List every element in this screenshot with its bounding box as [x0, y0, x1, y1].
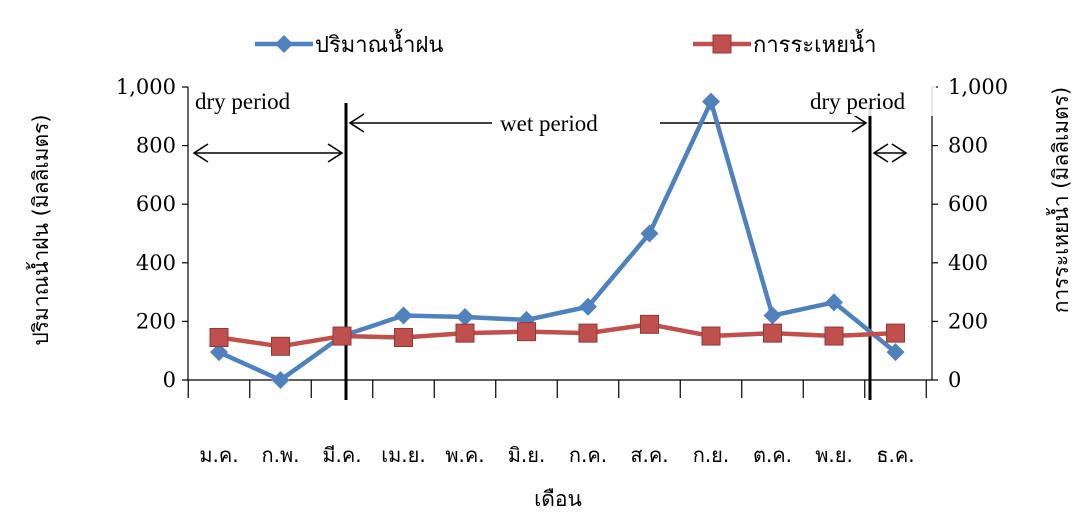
- data-point-evaporation: [209, 328, 229, 348]
- x-tick-label: ธ.ค.: [876, 443, 914, 467]
- x-tick-label: ต.ค.: [753, 443, 792, 467]
- data-point-evaporation: [701, 326, 721, 346]
- y-tick-label-right: 200: [948, 309, 988, 333]
- dry-period-arrow-start-head-left: [192, 143, 209, 163]
- legend-marker-square: [712, 34, 732, 54]
- legend: ปริมาณน้ำฝน การระเหยน้ำ: [255, 29, 876, 58]
- series-layer: [209, 92, 905, 389]
- x-tick-label: มี.ค.: [322, 443, 361, 467]
- x-tick-label: พ.ย.: [815, 443, 853, 467]
- y-tick-label-right: 400: [948, 251, 988, 275]
- y-tick-label-right: 0: [948, 368, 961, 392]
- data-point-evaporation: [824, 326, 844, 346]
- x-tick-label: ก.ย.: [693, 443, 730, 467]
- wet-period-label: wet period: [500, 111, 598, 136]
- x-tick-label: พ.ค.: [445, 443, 484, 467]
- data-point-evaporation: [886, 323, 905, 343]
- y-tick-label-right: 600: [948, 192, 988, 216]
- x-tick-label: มิ.ย.: [508, 443, 546, 467]
- data-point-evaporation: [640, 314, 659, 334]
- y-tick-label-left: 200: [136, 309, 176, 333]
- data-point-evaporation: [517, 322, 536, 342]
- y-tick-label-left: 600: [136, 192, 176, 216]
- x-tick-label: เม.ย.: [381, 443, 425, 467]
- series-2-line: [218, 322, 896, 349]
- data-point-evaporation: [394, 328, 413, 348]
- legend-label: การระเหยน้ำ: [753, 29, 876, 58]
- data-point-rainfall: [825, 293, 843, 312]
- series-2: [209, 314, 905, 356]
- wet-period-arrow-head-left: [348, 113, 365, 133]
- dry-period-arrow-start-head-right: [327, 143, 344, 163]
- data-point-evaporation: [271, 336, 290, 356]
- wet-label-bg: [492, 105, 660, 137]
- data-point-rainfall: [579, 297, 597, 316]
- y-tick-label-right: 800: [948, 134, 988, 158]
- data-point-evaporation: [763, 323, 782, 343]
- data-point-rainfall: [886, 343, 905, 362]
- series-1: [210, 92, 905, 389]
- data-point-evaporation: [455, 323, 475, 343]
- x-tick-label: ก.ค.: [569, 443, 607, 467]
- dry-period-arrow-end-head-right: [891, 143, 908, 163]
- dry-period-arrow-end: [872, 143, 908, 163]
- dry-end-label-bg: [806, 86, 936, 116]
- x-tick-label: ส.ค.: [630, 443, 668, 467]
- data-point-rainfall: [456, 308, 474, 327]
- data-point-evaporation: [578, 323, 598, 343]
- data-point-rainfall: [763, 306, 782, 325]
- axes: 0 0 200 200 400 400 600 600 800 800 1,000 1,000 ม.ค.…: [116, 75, 1008, 467]
- y-tick-label-left: 0: [163, 368, 176, 392]
- y-tick-label-right: 1,000: [948, 75, 1008, 99]
- series-1-line: [218, 99, 897, 383]
- dry-period-label-start: dry period: [195, 89, 291, 114]
- data-point-rainfall: [640, 224, 659, 243]
- legend-item-2: การระเหยน้ำ: [693, 29, 876, 58]
- x-tick-label: ก.พ.: [261, 443, 299, 467]
- y-tick-label-left: 800: [136, 134, 176, 158]
- legend-label: ปริมาณน้ำฝน: [315, 29, 443, 58]
- period-annotations: dry period wet period dry period: [192, 86, 936, 400]
- y-axis-left-title: ปริมาณน้ำฝน (มิลลิเมตร): [26, 114, 53, 345]
- data-point-rainfall: [394, 306, 413, 325]
- dry-period-label-end: dry period: [810, 89, 906, 114]
- x-tick-label: ม.ค.: [199, 443, 238, 467]
- data-point-rainfall: [210, 343, 228, 362]
- y-tick-label-left: 1,000: [116, 75, 176, 99]
- y-tick-label-left: 400: [136, 251, 176, 275]
- data-point-evaporation: [332, 326, 352, 346]
- legend-marker-diamond: [275, 35, 293, 53]
- wet-period-arrow-head-right: [851, 113, 868, 133]
- dry-period-arrow-end-head-left: [872, 143, 889, 163]
- data-point-rainfall: [271, 371, 290, 389]
- x-axis-title: เดือน: [534, 487, 582, 511]
- legend-item-1: ปริมาณน้ำฝน: [255, 29, 443, 58]
- data-point-rainfall: [702, 92, 720, 111]
- y-axis-right-title: การระเหยน้ำ (มิลลิเมตร): [1046, 87, 1073, 313]
- dry-period-arrow-start: [192, 143, 344, 163]
